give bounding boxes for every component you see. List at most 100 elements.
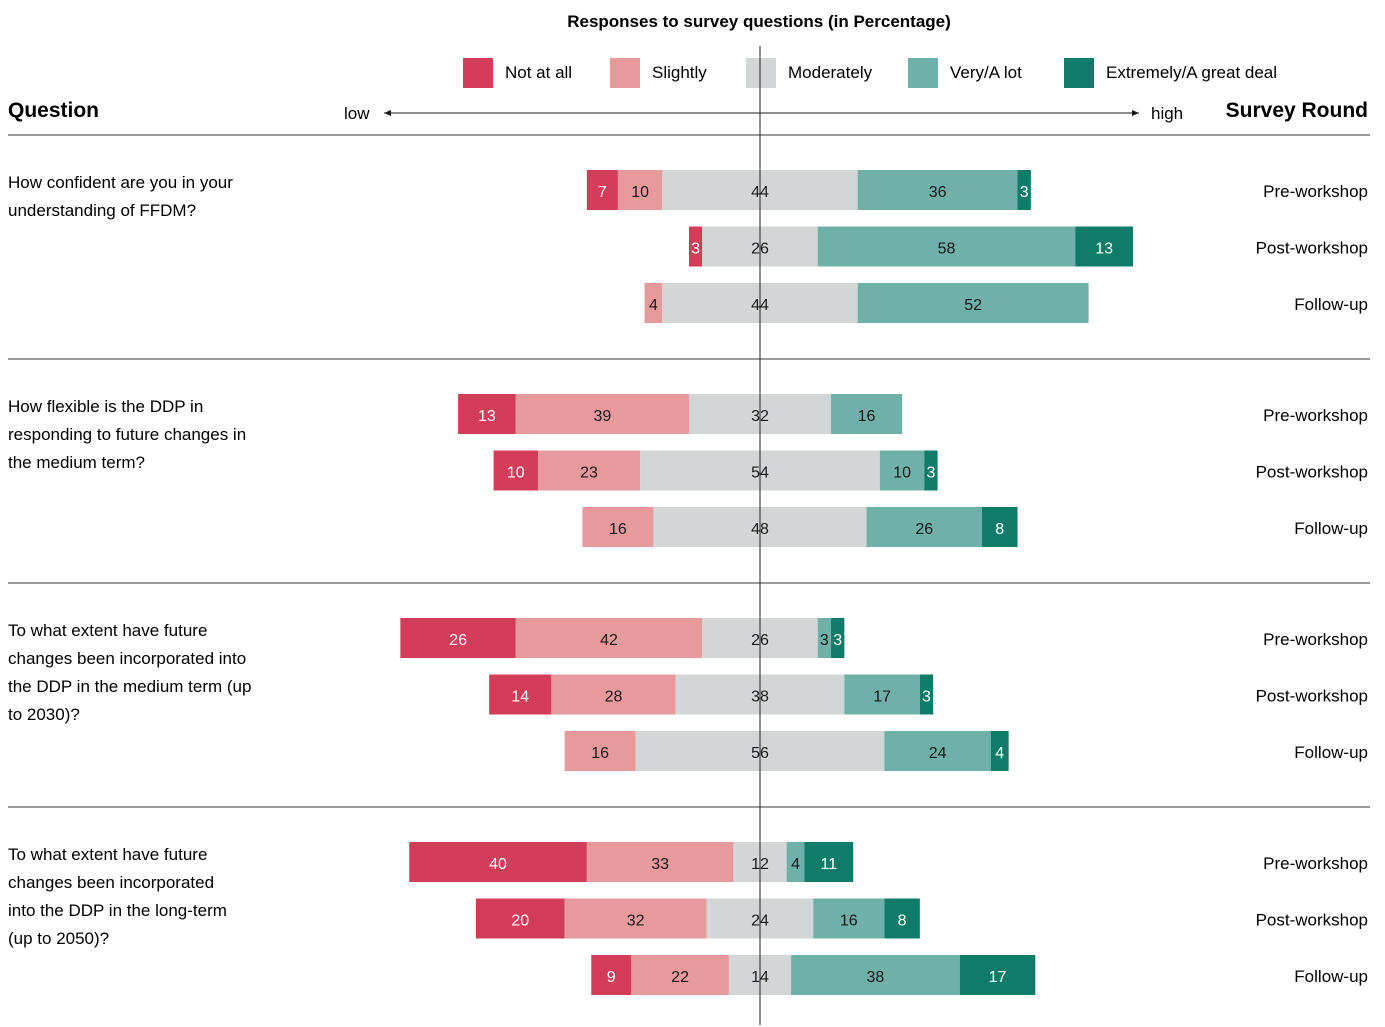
question-text-line: (up to 2050)? [8, 929, 109, 948]
legend-swatch [1064, 58, 1094, 88]
question-text-line: responding to future changes in [8, 425, 246, 444]
bar-segment [884, 898, 920, 939]
axis-high-label: high [1151, 104, 1183, 123]
legend-label: Not at all [505, 63, 572, 82]
survey-round-label: Pre-workshop [1263, 630, 1368, 649]
survey-round-label: Pre-workshop [1263, 406, 1368, 425]
survey-round-label: Post-workshop [1256, 687, 1368, 706]
survey-round-label: Follow-up [1294, 519, 1368, 538]
bar-value-label: 33 [651, 856, 669, 873]
bar-value-label: 16 [609, 521, 627, 538]
bar-value-label: 26 [449, 632, 467, 649]
bar-segment [591, 955, 632, 995]
bar-value-label: 36 [929, 184, 947, 201]
bar-value-label: 22 [671, 969, 689, 986]
question-text-line: To what extent have future [8, 845, 207, 864]
legend-swatch [610, 58, 640, 88]
bar-segment [644, 283, 663, 323]
bar-value-label: 4 [995, 745, 1004, 762]
bar-value-label: 3 [1020, 184, 1029, 201]
bar-value-label: 17 [873, 689, 891, 706]
bar-segment [857, 170, 1018, 210]
bar-value-label: 7 [598, 184, 607, 201]
bar-value-label: 23 [580, 465, 598, 482]
question-text-line: to 2030)? [8, 705, 80, 724]
bar-segment [919, 674, 934, 715]
bar-segment [813, 898, 885, 939]
question-text-line: changes been incorporated into [8, 649, 246, 668]
bar-segment [551, 674, 676, 715]
bar-value-label: 8 [995, 521, 1004, 538]
legend-label: Slightly [652, 63, 707, 82]
bar-segment [688, 226, 703, 267]
survey-round-label: Pre-workshop [1263, 854, 1368, 873]
bar-value-label: 8 [898, 913, 907, 930]
bar-value-label: 10 [507, 465, 525, 482]
question-text-line: the medium term? [8, 453, 145, 472]
bar-segment [831, 394, 903, 434]
bar-value-label: 3 [922, 689, 931, 706]
bar-segment [982, 507, 1018, 547]
question-text-line: How confident are you in your [8, 173, 233, 192]
bar-value-label: 26 [915, 521, 933, 538]
legend-label: Very/A lot [950, 63, 1022, 82]
bar-segment [831, 618, 845, 658]
survey-round-label: Post-workshop [1256, 463, 1368, 482]
bar-segment [564, 731, 636, 771]
bar-segment [564, 898, 707, 939]
bar-value-label: 4 [649, 297, 658, 314]
bar-value-label: 17 [989, 969, 1007, 986]
bar-segment [489, 674, 552, 715]
bar-segment [879, 450, 925, 491]
bar-segment [1075, 226, 1133, 267]
bar-value-label: 20 [511, 913, 529, 930]
bar-value-label: 16 [858, 408, 876, 425]
bar-segment [400, 618, 516, 658]
bar-value-label: 3 [833, 632, 842, 649]
bar-segment [791, 955, 960, 995]
bar-segment [990, 731, 1009, 771]
bar-value-label: 11 [821, 856, 838, 873]
bar-value-label: 9 [607, 969, 616, 986]
question-text-line: the DDP in the medium term (up [8, 677, 251, 696]
bar-segment [538, 450, 641, 491]
bar-value-label: 10 [631, 184, 649, 201]
bar-segment [617, 170, 663, 210]
survey-round-label: Post-workshop [1256, 239, 1368, 258]
bar-value-label: 28 [605, 689, 623, 706]
bar-segment [857, 283, 1089, 323]
bar-segment [631, 955, 729, 995]
bar-value-label: 3 [820, 632, 829, 649]
bar-value-label: 24 [929, 745, 947, 762]
survey-round-label: Follow-up [1294, 743, 1368, 762]
question-text-line: into the DDP in the long-term [8, 901, 227, 920]
bar-value-label: 4 [791, 856, 800, 873]
survey-round-label: Pre-workshop [1263, 182, 1368, 201]
bar-segment [1017, 170, 1031, 210]
bar-value-label: 42 [600, 632, 618, 649]
bar-segment [586, 170, 618, 210]
bar-value-label: 40 [489, 856, 507, 873]
bar-segment [786, 842, 805, 882]
plot-area: How confident are you in your understandi… [8, 46, 1370, 1025]
bar-segment [959, 955, 1036, 995]
bar-value-label: 16 [840, 913, 858, 930]
axis-left-arrow [384, 110, 391, 116]
survey-round-header: Survey Round [1226, 99, 1368, 122]
survey-round-label: Follow-up [1294, 967, 1368, 986]
bar-segment [866, 507, 982, 547]
bar-value-label: 10 [893, 465, 911, 482]
bar-value-label: 3 [926, 465, 935, 482]
legend-swatch [463, 58, 493, 88]
question-text-line: To what extent have future [8, 621, 207, 640]
chart-title: Responses to survey questions (in Percen… [567, 12, 951, 31]
bar-segment [924, 450, 938, 491]
question-text-line: understanding of FFDM? [8, 201, 196, 220]
legend-swatch [908, 58, 938, 88]
bar-segment [817, 226, 1076, 267]
bar-segment [586, 842, 734, 882]
legend-swatch [746, 58, 776, 88]
bar-value-label: 13 [478, 408, 496, 425]
bar-value-label: 58 [938, 241, 956, 258]
